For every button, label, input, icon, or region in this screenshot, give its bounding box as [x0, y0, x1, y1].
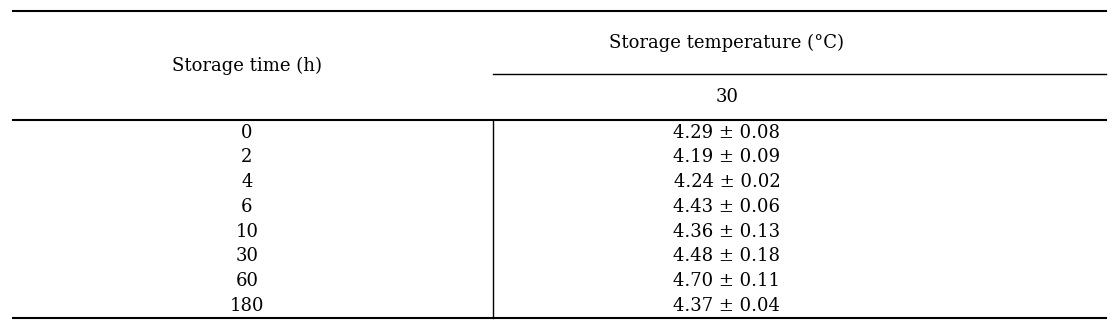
Text: 4: 4 — [242, 173, 253, 191]
Text: 4.48 ± 0.18: 4.48 ± 0.18 — [674, 247, 780, 265]
Text: 60: 60 — [235, 272, 258, 290]
Text: 30: 30 — [715, 88, 739, 106]
Text: 10: 10 — [235, 223, 258, 241]
Text: 4.36 ± 0.13: 4.36 ± 0.13 — [674, 223, 780, 241]
Text: 4.29 ± 0.08: 4.29 ± 0.08 — [674, 124, 780, 142]
Text: 6: 6 — [242, 198, 253, 216]
Text: 4.24 ± 0.02: 4.24 ± 0.02 — [674, 173, 780, 191]
Text: 4.70 ± 0.11: 4.70 ± 0.11 — [674, 272, 780, 290]
Text: 180: 180 — [229, 297, 264, 315]
Text: Storage temperature (°C): Storage temperature (°C) — [610, 34, 845, 52]
Text: Storage time (h): Storage time (h) — [172, 57, 322, 75]
Text: 4.43 ± 0.06: 4.43 ± 0.06 — [674, 198, 780, 216]
Text: 4.19 ± 0.09: 4.19 ± 0.09 — [674, 149, 780, 166]
Text: 4.37 ± 0.04: 4.37 ± 0.04 — [674, 297, 780, 315]
Text: 30: 30 — [235, 247, 258, 265]
Text: 0: 0 — [242, 124, 253, 142]
Text: 2: 2 — [242, 149, 253, 166]
